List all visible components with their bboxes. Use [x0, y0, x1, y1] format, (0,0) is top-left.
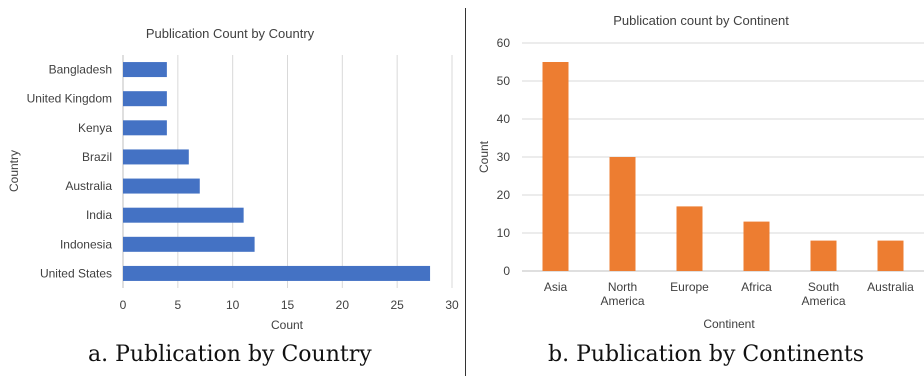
x-tick-label: 10	[226, 298, 240, 312]
y-tick-label: Bangladesh	[49, 63, 112, 77]
x-tick-label-line: Africa	[741, 280, 772, 294]
chart-title: Publication Count by Country	[146, 26, 315, 41]
x-tick-label: Africa	[741, 280, 772, 294]
caption-country-chart: a. Publication by Country	[88, 342, 372, 367]
x-tick-label: Australia	[867, 280, 914, 294]
y-tick-label: 10	[497, 226, 511, 240]
x-tick-label-line: North	[608, 280, 637, 294]
x-tick-label: South America	[801, 280, 845, 308]
bar	[123, 62, 167, 78]
x-tick-label: 20	[336, 298, 350, 312]
x-tick-label: Europe	[670, 280, 709, 294]
x-tick-label-line: Europe	[670, 280, 709, 294]
x-axis-label: Count	[271, 318, 304, 332]
y-tick-label: India	[86, 208, 112, 222]
bar	[123, 149, 189, 165]
x-tick-label-line: South	[808, 280, 839, 294]
bar	[743, 221, 770, 271]
caption-continent-chart: b. Publication by Continents	[548, 342, 865, 367]
chart-title: Publication count by Continent	[613, 13, 789, 28]
country-chart: Publication Count by Country 0 5 10 15 20 25 30…	[7, 26, 459, 332]
x-tick-label-line: America	[801, 294, 845, 308]
x-tick-label-line: Australia	[867, 280, 914, 294]
y-tick-label: 60	[497, 36, 511, 50]
y-tick-label: United Kingdom	[27, 92, 112, 106]
y-tick-label: Australia	[65, 179, 112, 193]
y-axis-label: Count	[477, 140, 491, 173]
y-tick-label: 30	[497, 150, 511, 164]
y-axis-label: Country	[7, 150, 21, 192]
bar	[123, 91, 167, 107]
bar	[676, 206, 703, 271]
y-tick-label: Kenya	[78, 121, 112, 135]
bar	[123, 207, 244, 223]
bar	[123, 120, 167, 136]
x-tick-label: 25	[390, 298, 404, 312]
bar	[810, 240, 837, 271]
y-tick-label: 40	[497, 112, 511, 126]
x-tick-label: Asia	[544, 280, 568, 294]
y-tick-label: Indonesia	[60, 237, 112, 251]
x-tick-label: 30	[445, 298, 459, 312]
y-tick-label: United States	[40, 266, 112, 280]
x-tick-label: North America	[600, 280, 644, 308]
x-tick-label: 0	[120, 298, 127, 312]
y-tick-label: Brazil	[82, 150, 112, 164]
x-tick-label-line: Asia	[544, 280, 568, 294]
bar	[123, 265, 431, 281]
bar	[542, 62, 569, 271]
bar	[877, 240, 904, 271]
continent-chart: Publication count by Continent 0 10 20 30 40 5…	[477, 13, 924, 331]
y-tick-label: 0	[503, 264, 510, 278]
y-tick-label: 50	[497, 74, 511, 88]
panel-divider	[465, 8, 466, 376]
bar	[123, 236, 255, 252]
x-axis-label: Continent	[703, 317, 755, 331]
x-tick-label-line: America	[600, 294, 644, 308]
bar	[609, 157, 636, 271]
bar	[123, 178, 200, 194]
x-tick-label: 15	[281, 298, 295, 312]
x-tick-label: 5	[174, 298, 181, 312]
y-tick-label: 20	[497, 188, 511, 202]
